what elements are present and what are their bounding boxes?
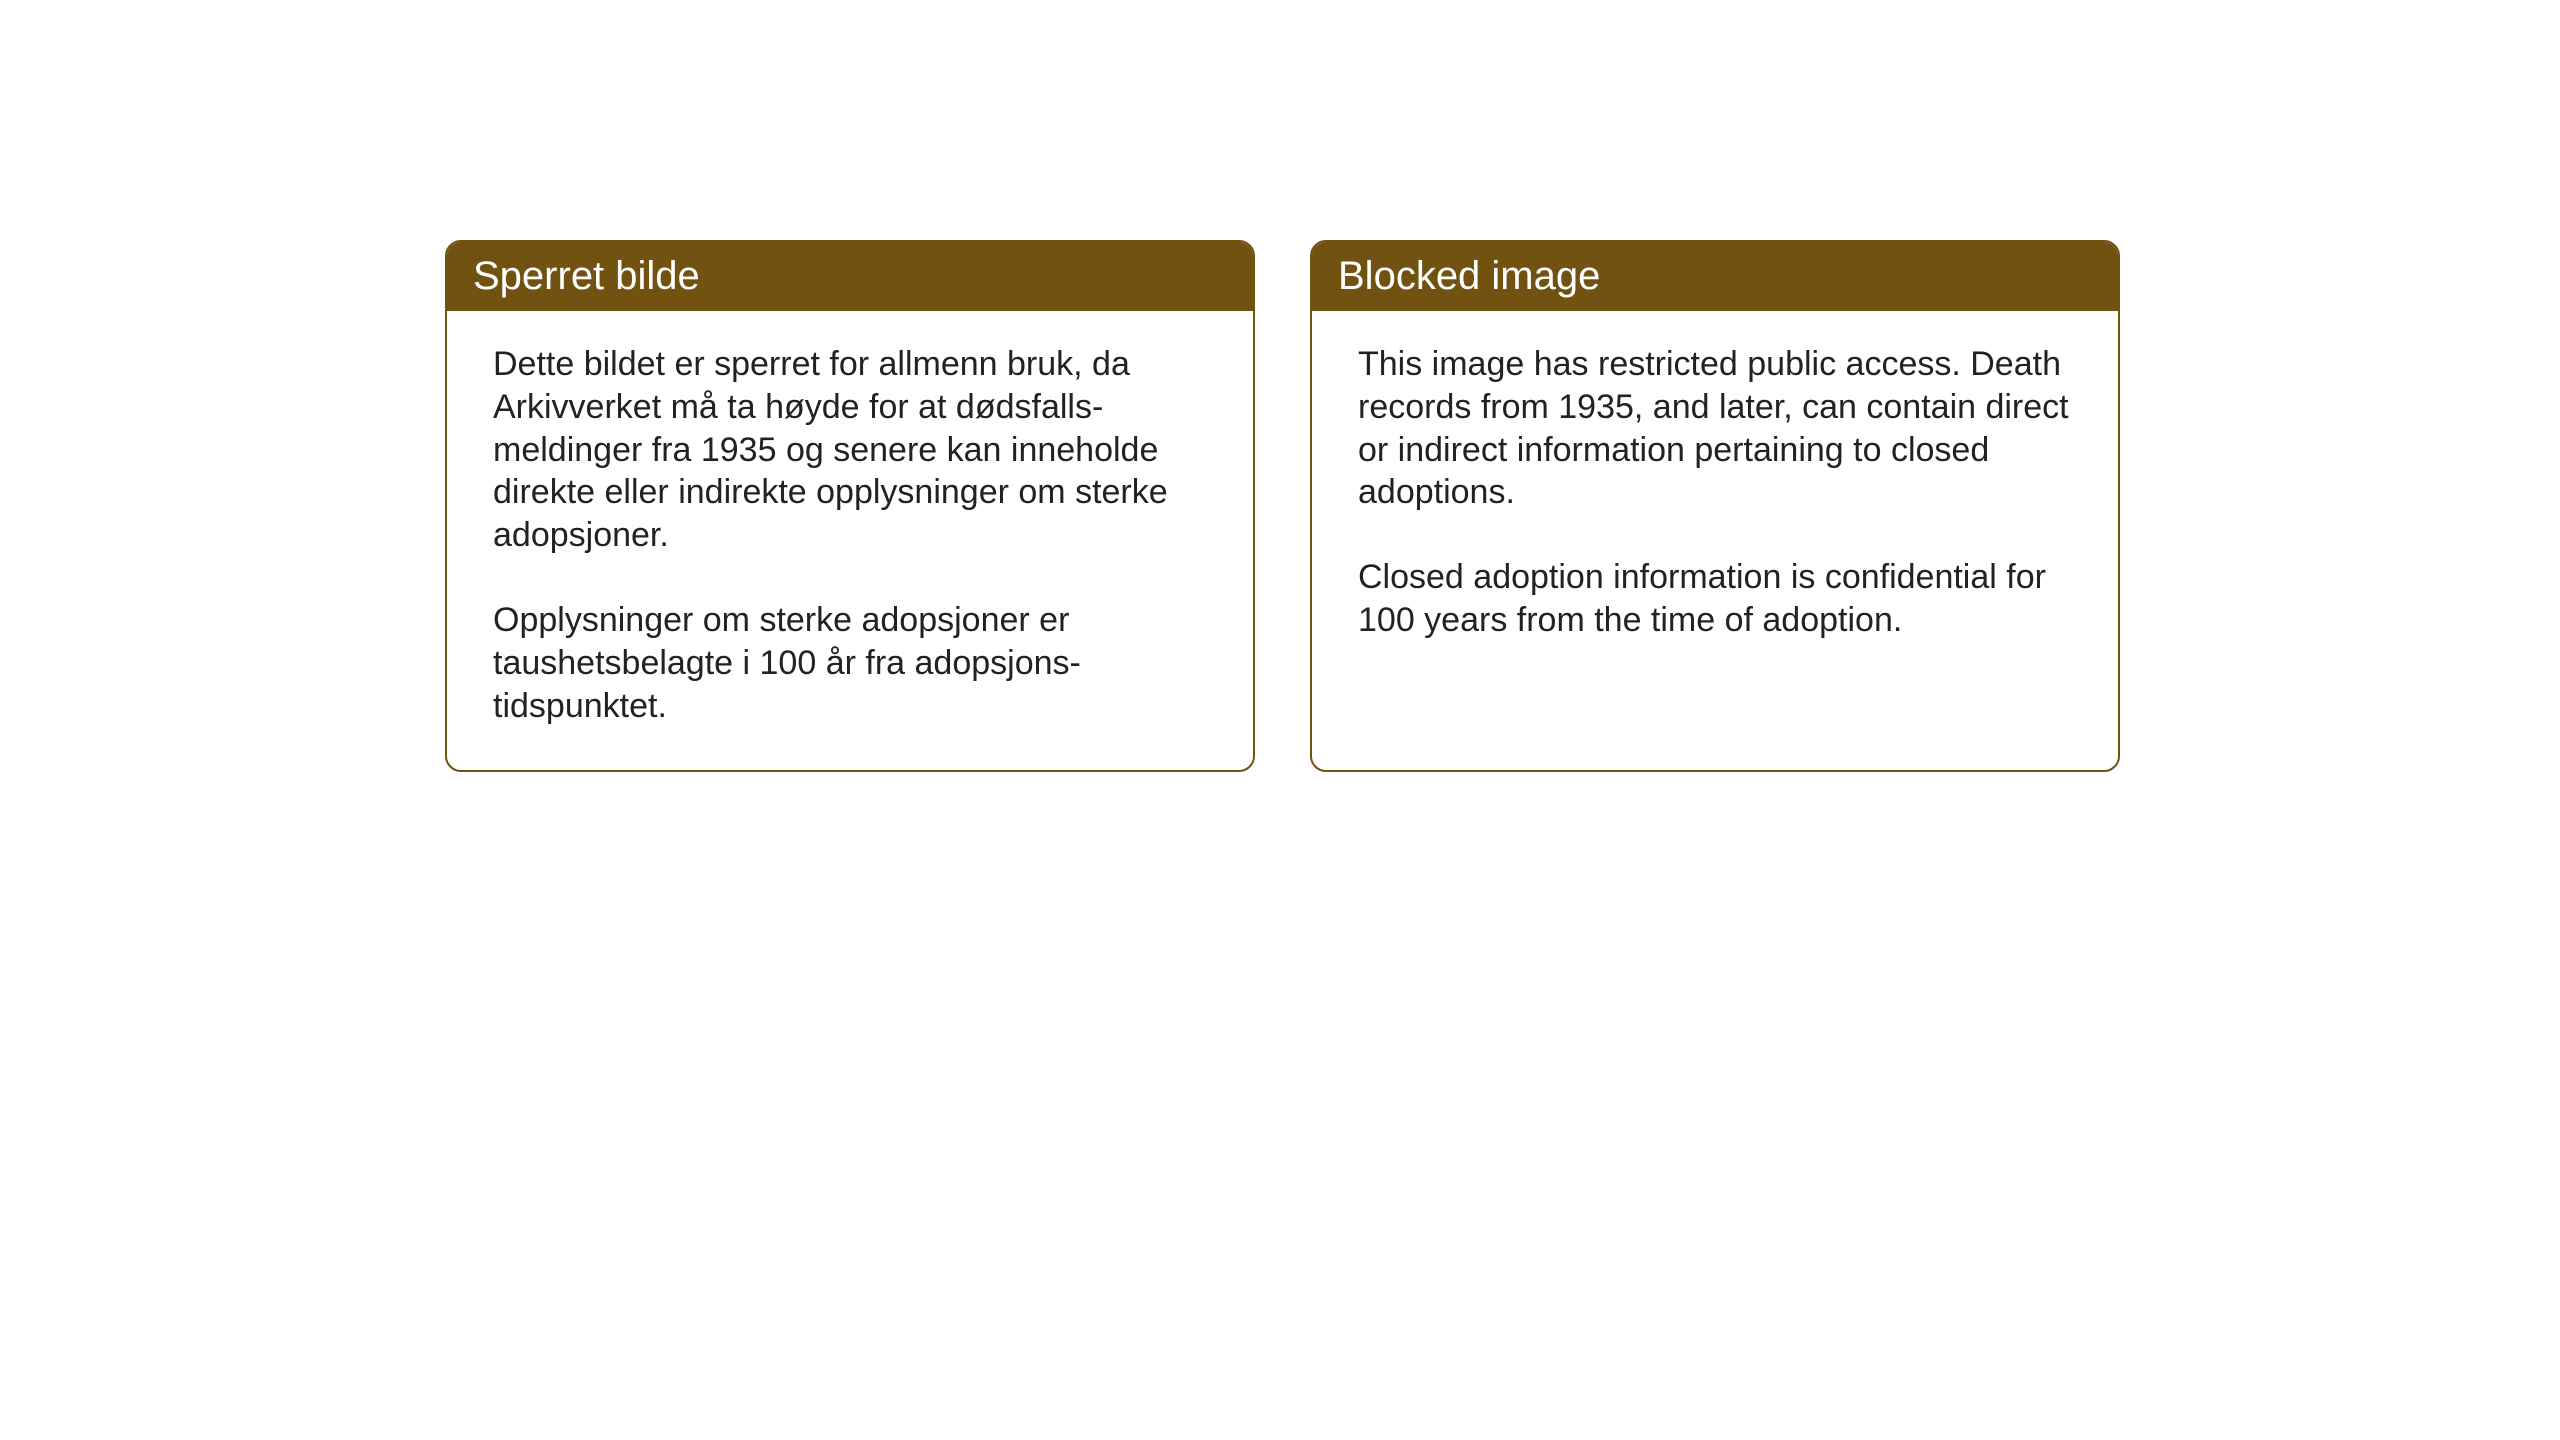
- card-header-norwegian: Sperret bilde: [447, 242, 1253, 311]
- card-header-english: Blocked image: [1312, 242, 2118, 311]
- card-paragraph-2-english: Closed adoption information is confident…: [1358, 556, 2072, 642]
- card-body-english: This image has restricted public access.…: [1312, 311, 2118, 731]
- cards-container: Sperret bilde Dette bildet er sperret fo…: [445, 240, 2120, 772]
- blocked-image-card-english: Blocked image This image has restricted …: [1310, 240, 2120, 772]
- blocked-image-card-norwegian: Sperret bilde Dette bildet er sperret fo…: [445, 240, 1255, 772]
- card-paragraph-1-english: This image has restricted public access.…: [1358, 343, 2072, 514]
- card-paragraph-1-norwegian: Dette bildet er sperret for allmenn bruk…: [493, 343, 1207, 557]
- card-paragraph-2-norwegian: Opplysninger om sterke adopsjoner er tau…: [493, 599, 1207, 727]
- card-body-norwegian: Dette bildet er sperret for allmenn bruk…: [447, 311, 1253, 770]
